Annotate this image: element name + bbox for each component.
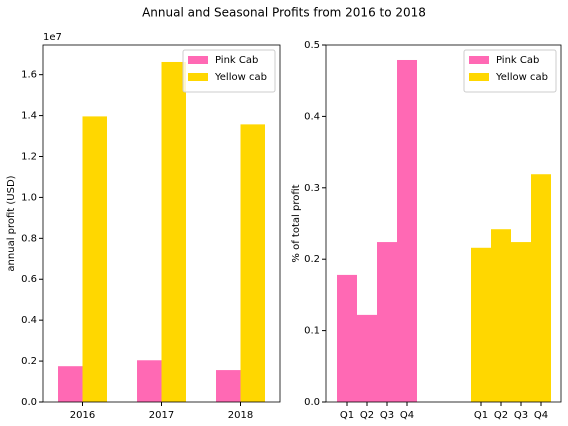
bar [137, 360, 162, 402]
bar [491, 229, 511, 402]
legend-label: Pink Cab [496, 55, 539, 66]
y-tick-label: 0.1 [304, 326, 320, 337]
x-tick-label: Q3 [380, 410, 394, 421]
y-tick-label: 1.4 [21, 111, 37, 122]
y-tick-label: 0.4 [21, 315, 37, 326]
bar [471, 247, 491, 402]
y-tick-label: 0.0 [21, 397, 37, 408]
offset-label: 1e7 [43, 32, 62, 43]
legend-label: Yellow cab [495, 72, 548, 83]
legend-label: Yellow cab [214, 72, 267, 83]
legend-swatch [188, 73, 208, 81]
x-tick-label: 2018 [228, 410, 253, 421]
y-tick-label: 1.2 [21, 151, 37, 162]
y-tick-label: 0.8 [21, 233, 37, 244]
y-tick-label: 0.6 [21, 274, 37, 285]
bar [216, 370, 241, 402]
bar [337, 274, 357, 402]
x-tick-label: Q4 [400, 410, 414, 421]
legend-swatch [469, 56, 489, 64]
y-tick-label: 0.2 [304, 254, 320, 265]
bar [240, 124, 265, 403]
bar [511, 242, 531, 402]
bar [377, 242, 397, 402]
bar [397, 59, 417, 403]
axes-frame [42, 44, 281, 403]
x-tick-label: Q3 [514, 410, 528, 421]
y-tick-label: 0.4 [304, 111, 320, 122]
x-tick-label: Q2 [360, 410, 374, 421]
x-tick-label: Q4 [534, 410, 548, 421]
x-tick-label: Q2 [494, 410, 508, 421]
legend-swatch [188, 56, 208, 64]
y-tick-label: 0.3 [304, 183, 320, 194]
x-tick-label: 2017 [149, 410, 174, 421]
legend-swatch [469, 73, 489, 81]
y-tick-label: 0.2 [21, 356, 37, 367]
y-tick-label: 0.0 [304, 397, 320, 408]
x-tick-label: Q1 [340, 410, 354, 421]
bar [82, 116, 107, 403]
y-tick-label: 1.6 [21, 70, 37, 81]
x-tick-label: 2016 [70, 410, 95, 421]
y-tick-label: 0.5 [304, 40, 320, 51]
bar [357, 314, 377, 402]
y-axis-label: annual profit (USD) [6, 175, 17, 271]
axes-frame [325, 44, 562, 403]
y-tick-label: 1.0 [21, 192, 37, 203]
figure-title: Annual and Seasonal Profits from 2016 to… [142, 6, 426, 20]
legend-label: Pink Cab [215, 55, 258, 66]
x-tick-label: Q1 [474, 410, 488, 421]
bar [531, 174, 551, 402]
bar [161, 61, 186, 402]
y-axis-label: % of total profit [291, 184, 302, 262]
bar [58, 366, 83, 402]
